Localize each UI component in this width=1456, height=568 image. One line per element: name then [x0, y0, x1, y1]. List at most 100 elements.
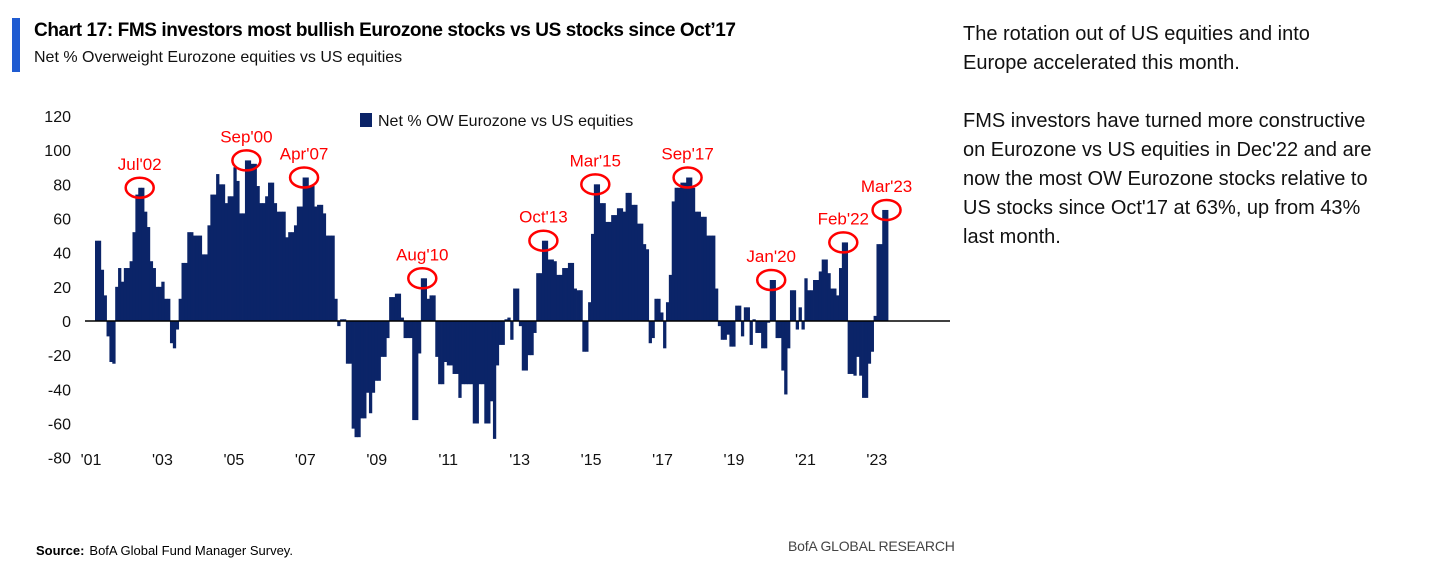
- x-tick-label: '03: [152, 452, 173, 469]
- bar: [322, 213, 327, 322]
- bar: [144, 211, 148, 321]
- bar: [230, 196, 234, 321]
- commentary-line: Europe accelerated this month.: [963, 52, 1240, 74]
- bar: [112, 321, 116, 364]
- bar: [691, 187, 696, 321]
- bar: [717, 321, 722, 327]
- bar: [282, 211, 286, 321]
- bar: [371, 321, 376, 393]
- bar: [772, 280, 776, 321]
- bar: [285, 237, 289, 321]
- y-tick-label: 100: [44, 143, 71, 160]
- bar: [305, 177, 309, 321]
- bar: [567, 262, 572, 321]
- bar: [879, 244, 883, 322]
- bar: [253, 163, 257, 321]
- bar: [524, 321, 528, 371]
- bar: [443, 321, 448, 362]
- bar: [769, 280, 774, 321]
- bar: [807, 290, 811, 321]
- bar: [700, 216, 704, 321]
- bar: [141, 187, 145, 321]
- bar: [729, 321, 733, 347]
- bar: [461, 321, 465, 385]
- annotation-label: Sep'00: [220, 127, 272, 146]
- bar: [227, 196, 231, 321]
- bar: [795, 321, 799, 330]
- bar: [602, 203, 606, 322]
- title-accent-bar: [12, 18, 20, 72]
- bar: [386, 321, 390, 339]
- bar: [420, 278, 425, 321]
- commentary-line: last month.: [963, 226, 1061, 248]
- bar: [172, 321, 177, 349]
- bar: [334, 298, 338, 321]
- bar: [161, 281, 165, 321]
- y-tick-label: -20: [48, 348, 71, 365]
- bar: [466, 321, 471, 385]
- bar: [190, 232, 194, 321]
- bar: [469, 321, 474, 385]
- bar: [539, 273, 543, 321]
- bar: [256, 186, 260, 321]
- bar: [265, 196, 269, 321]
- bar: [593, 184, 598, 321]
- bar: [513, 288, 517, 321]
- bar: [296, 206, 301, 321]
- bar: [348, 321, 353, 364]
- bar: [876, 244, 880, 322]
- commentary-line: on Eurozone vs US equities in Dec'22 and…: [963, 139, 1372, 161]
- bar: [360, 321, 364, 419]
- bar: [106, 321, 110, 337]
- bar: [501, 321, 505, 345]
- bar: [752, 319, 756, 321]
- annotation-circle: [755, 268, 787, 292]
- bar: [103, 295, 107, 322]
- bar: [97, 240, 102, 321]
- bar: [392, 297, 396, 321]
- bar: [697, 211, 701, 321]
- bar: [426, 298, 430, 321]
- bar: [233, 167, 237, 321]
- bar: [195, 235, 200, 321]
- bar: [135, 194, 139, 321]
- bar: [642, 244, 647, 322]
- bar: [279, 211, 283, 321]
- bar: [714, 288, 719, 321]
- bar: [164, 298, 168, 321]
- bar: [363, 321, 367, 419]
- legend-swatch: [360, 113, 372, 127]
- commentary-line: The rotation out of US equities and into: [963, 23, 1310, 45]
- bar: [781, 321, 785, 371]
- bar: [686, 177, 690, 321]
- bar: [873, 315, 877, 322]
- bar: [801, 321, 805, 330]
- bar: [651, 321, 655, 339]
- bar: [115, 286, 119, 321]
- bar: [213, 194, 217, 321]
- annotation-circle: [231, 149, 262, 172]
- bar: [850, 321, 854, 374]
- annotation-label: Feb'22: [818, 209, 869, 228]
- bar: [680, 182, 684, 322]
- bar: [475, 321, 479, 424]
- bar: [657, 298, 661, 321]
- bar: [397, 293, 402, 321]
- x-tick-label: '23: [866, 452, 887, 469]
- bar: [645, 249, 650, 321]
- annotation-label: Mar'23: [861, 177, 912, 196]
- bar: [345, 321, 350, 364]
- bar: [484, 321, 488, 424]
- y-tick-label: -80: [48, 451, 71, 468]
- commentary-line: US stocks since Oct'17 at 63%, up from 4…: [963, 197, 1361, 219]
- bar: [836, 295, 840, 322]
- bar: [648, 321, 652, 344]
- bar: [740, 321, 745, 337]
- bar: [585, 321, 589, 352]
- x-tick-label: '07: [295, 452, 316, 469]
- bar: [631, 204, 635, 321]
- bar: [576, 290, 580, 321]
- annotation-label: Sep'17: [661, 145, 713, 164]
- bar: [510, 321, 514, 340]
